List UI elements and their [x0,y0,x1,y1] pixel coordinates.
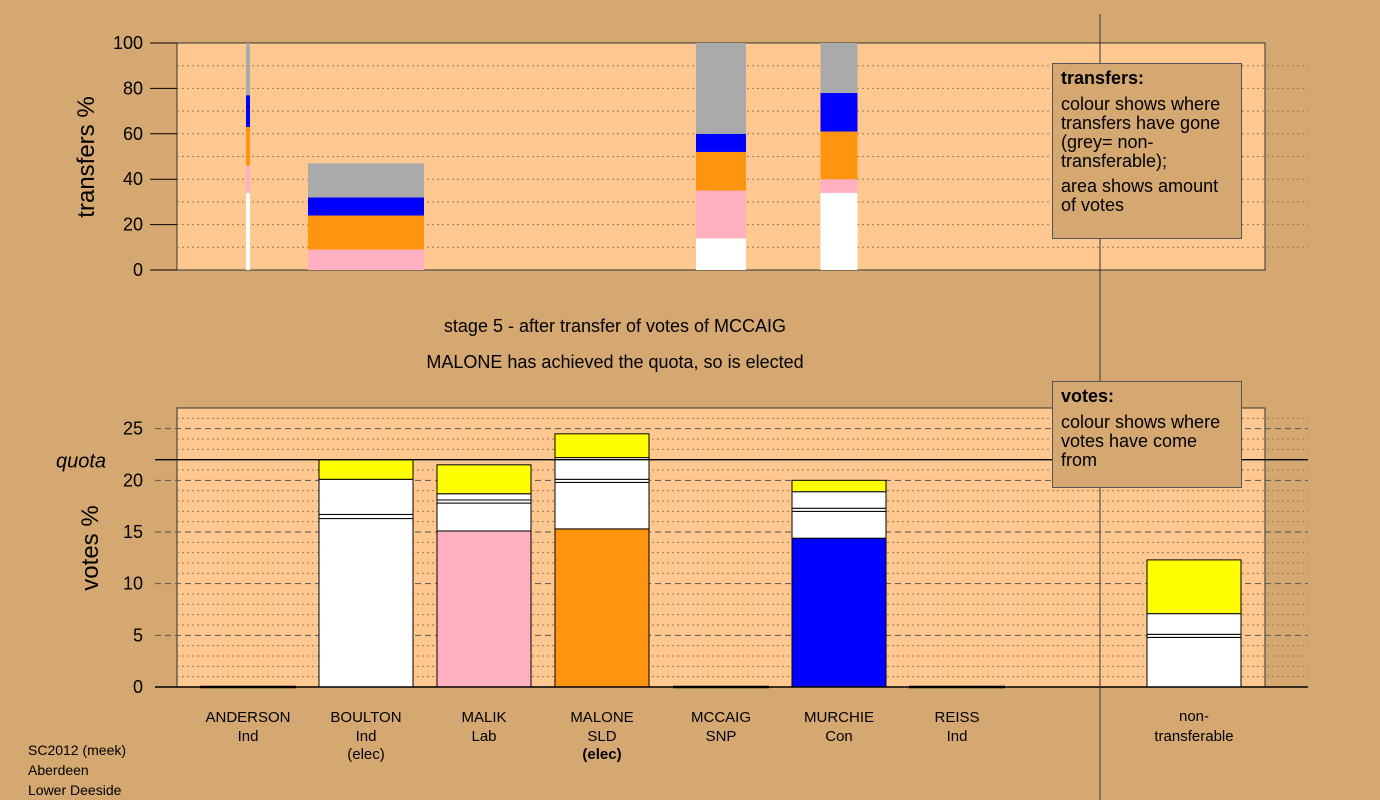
vote-segment-base [554,481,650,530]
candidate-labels: ANDERSONIndBOULTONInd(elec)MALIKLabMALON… [205,709,979,763]
transfer-segment-pink [246,165,250,193]
votes-legend: votes: colour shows where votes have com… [1052,381,1242,488]
transfers-y-tick-label: 60 [123,124,143,144]
transfers-legend-title: transfers: [1061,68,1145,88]
transfers-legend: transfers: colour shows where transfers … [1052,63,1242,239]
vote-segment-blue [791,537,887,688]
vote-segment-orange [554,528,650,688]
transfers-y-tick-label: 0 [133,260,143,280]
vote-segment-yellow [554,433,650,459]
candidate-party: SLD [587,728,616,745]
transfer-segment-grey [308,163,424,198]
transfers-legend-text1: colour shows where transfers have gone (… [1061,94,1221,171]
vote-segment-yellow [1146,559,1242,615]
candidate-party: SNP [706,728,737,745]
transfers-y-ticks: 0 20 40 60 80 100 [113,33,177,280]
transfers-y-tick-label: 20 [123,215,143,235]
transfer-segment-pink [696,190,746,239]
candidate-label: MALIK Lab [461,709,506,745]
candidate-name: BOULTON [330,709,401,726]
vote-bars [200,433,1242,689]
vote-segment-yellow [318,459,414,480]
transfer-segment-orange [820,131,858,180]
votes-y-tick-label: 15 [123,522,143,542]
vote-segment-base [791,491,887,509]
votes-legend-title: votes: [1061,386,1115,406]
transfers-y-tick-label: 40 [123,169,143,189]
votes-y-tick-label: 10 [123,574,143,594]
candidate-label: REISS Ind [934,709,979,745]
transfer-segment-orange [246,126,250,166]
candidate-party: Ind [947,728,968,745]
candidate-party: Ind [356,728,377,745]
elected-caption: MALONE has achieved the quota, so is ele… [426,352,803,372]
transfers-y-tick-label: 80 [123,78,143,98]
footer-line1: SC2012 (meek) [28,742,127,758]
candidate-name: MCCAIG [691,709,751,726]
vote-segment-base [1146,636,1242,688]
transfer-bars [246,43,858,270]
transfer-segment-blue [820,92,858,132]
votes-y-ticks: 0 5 10 15 20 25 [123,419,143,697]
votes-y-axis-title: votes % [77,505,104,590]
transfer-segment-pink [308,249,424,270]
votes-legend-text1: colour shows where votes have come from [1061,412,1221,470]
vote-segment-base [791,510,887,539]
nontransferable-label-line2: transferable [1154,728,1233,745]
transfers-y-axis-title: transfers % [73,96,100,217]
votes-y-tick-label: 20 [123,470,143,490]
votes-y-tick-label: 5 [133,625,143,645]
transfers-y-tick-label: 100 [113,33,143,53]
transfers-legend-text2: area shows amount of votes [1061,176,1219,215]
footer-line2: Aberdeen [28,762,89,778]
candidate-name: MURCHIE [804,709,874,726]
candidate-name: MALIK [461,709,506,726]
transfer-segment-blue [308,197,424,216]
candidate-label: ANDERSON Ind [205,709,290,745]
transfer-segment-grey [820,43,858,93]
transfer-segment-orange [308,215,424,250]
candidate-label: BOULTON Ind(elec) [330,709,401,763]
transfer-segment-pink [820,179,858,193]
candidate-label: MURCHIE Con [804,709,874,745]
vote-segment-base [318,478,414,515]
candidate-label: MALONE SLD(elec) [570,709,633,763]
vote-segment-yellow [791,479,887,493]
candidate-party: Ind [238,728,259,745]
transfer-segment-blue [696,133,746,152]
vote-segment-base [436,502,532,532]
quota-label: quota [56,451,106,473]
stage-caption: stage 5 - after transfer of votes of MCC… [444,316,786,336]
votes-y-tick-label: 25 [123,419,143,439]
footer: SC2012 (meek) Aberdeen Lower Deeside [28,740,126,800]
nontransferable-label: non- transferable [1154,708,1233,745]
candidate-party: Con [825,728,853,745]
candidate-elected-note: (elec) [347,746,385,763]
vote-segment-base [1146,613,1242,635]
vote-segment-yellow [436,464,532,495]
vote-segment-base [318,513,414,520]
vote-segment-base [554,457,650,480]
transfer-segment-white [246,192,250,270]
vote-segment-base [436,493,532,501]
nontransferable-label-line1: non- [1179,708,1209,725]
footer-line3: Lower Deeside [28,782,122,798]
candidate-name: REISS [934,709,979,726]
candidate-party: Lab [471,728,496,745]
vote-segment-pink [436,530,532,688]
vote-segment-base [318,518,414,688]
candidate-name: ANDERSON [205,709,290,726]
transfer-segment-grey [246,43,250,96]
transfer-segment-orange [696,151,746,191]
transfer-segment-grey [696,43,746,134]
candidate-name: MALONE [570,709,633,726]
candidate-elected-note: (elec) [582,746,621,763]
transfer-segment-white [696,238,746,270]
votes-y-tick-label: 0 [133,677,143,697]
transfer-segment-blue [246,95,250,127]
transfer-segment-white [820,192,858,270]
candidate-label: MCCAIG SNP [691,709,751,745]
